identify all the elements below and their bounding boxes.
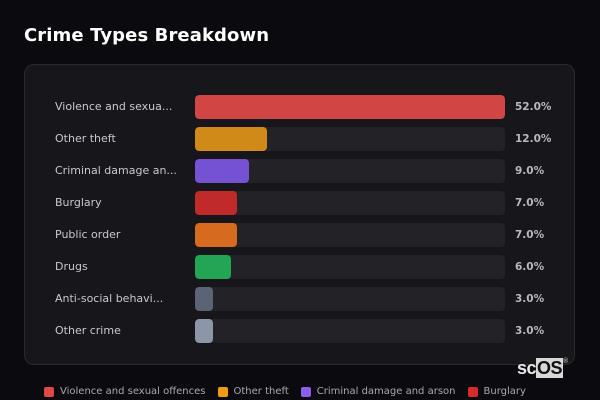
bar-row: Criminal damage an... 9.0% bbox=[25, 159, 574, 183]
bar-value: 7.0% bbox=[515, 197, 545, 209]
bar-label: Public order bbox=[55, 228, 121, 241]
legend-label: Criminal damage and arson bbox=[316, 386, 456, 397]
brand-prefix: sc bbox=[517, 358, 537, 378]
bar-track bbox=[195, 127, 505, 151]
bar-value: 6.0% bbox=[515, 261, 545, 273]
chart-card: Violence and sexua... 52.0% Other theft 1… bbox=[24, 64, 575, 365]
brand-boxed: OS bbox=[536, 358, 564, 378]
bar-track bbox=[195, 159, 505, 183]
bar-row: Violence and sexua... 52.0% bbox=[25, 95, 574, 119]
bar-value: 3.0% bbox=[515, 293, 545, 305]
bar-track bbox=[195, 191, 505, 215]
bar-track bbox=[195, 255, 505, 279]
legend-swatch bbox=[300, 386, 311, 397]
bar-track bbox=[195, 319, 505, 343]
bar-track bbox=[195, 95, 505, 119]
bar-row: Burglary 7.0% bbox=[25, 191, 574, 215]
bar-row: Public order 7.0% bbox=[25, 223, 574, 247]
bar-label: Drugs bbox=[55, 260, 88, 273]
bar-fill bbox=[195, 319, 213, 343]
bar-fill bbox=[195, 223, 237, 247]
bar-label: Burglary bbox=[55, 196, 102, 209]
bar-fill bbox=[195, 191, 237, 215]
bar-label: Anti-social behavi... bbox=[55, 292, 164, 305]
bar-label: Other theft bbox=[55, 132, 116, 145]
bar-fill bbox=[195, 95, 505, 119]
bar-row: Other crime 3.0% bbox=[25, 319, 574, 343]
bar-fill bbox=[195, 159, 249, 183]
bar-row: Drugs 6.0% bbox=[25, 255, 574, 279]
bar-value: 12.0% bbox=[515, 133, 552, 145]
registered-mark: ® bbox=[563, 358, 568, 365]
legend-swatch bbox=[217, 386, 228, 397]
legend-item[interactable]: Burglary bbox=[467, 386, 526, 397]
bar-track bbox=[195, 287, 505, 311]
legend-swatch bbox=[467, 386, 478, 397]
brand-logo: scOS® bbox=[517, 358, 568, 379]
bar-value: 52.0% bbox=[515, 101, 552, 113]
legend-label: Other theft bbox=[233, 386, 289, 397]
bar-row: Other theft 12.0% bbox=[25, 127, 574, 151]
chart-legend: Violence and sexual offences Other theft C… bbox=[44, 386, 526, 397]
legend-item[interactable]: Other theft bbox=[217, 386, 289, 397]
bar-label: Violence and sexua... bbox=[55, 100, 173, 113]
bar-row: Anti-social behavi... 3.0% bbox=[25, 287, 574, 311]
bar-value: 3.0% bbox=[515, 325, 545, 337]
legend-swatch bbox=[44, 386, 54, 397]
legend-label: Violence and sexual offences bbox=[60, 386, 206, 397]
bar-fill bbox=[195, 127, 267, 151]
legend-item[interactable]: Criminal damage and arson bbox=[300, 386, 456, 397]
bar-value: 7.0% bbox=[515, 229, 545, 241]
bar-value: 9.0% bbox=[515, 165, 545, 177]
legend-item[interactable]: Violence and sexual offences bbox=[44, 386, 206, 397]
chart-title: Crime Types Breakdown bbox=[24, 25, 270, 46]
bar-fill bbox=[195, 255, 231, 279]
legend-label: Burglary bbox=[483, 386, 526, 397]
bar-track bbox=[195, 223, 505, 247]
bar-label: Criminal damage an... bbox=[55, 164, 177, 177]
bar-label: Other crime bbox=[55, 324, 121, 337]
bar-fill bbox=[195, 287, 213, 311]
